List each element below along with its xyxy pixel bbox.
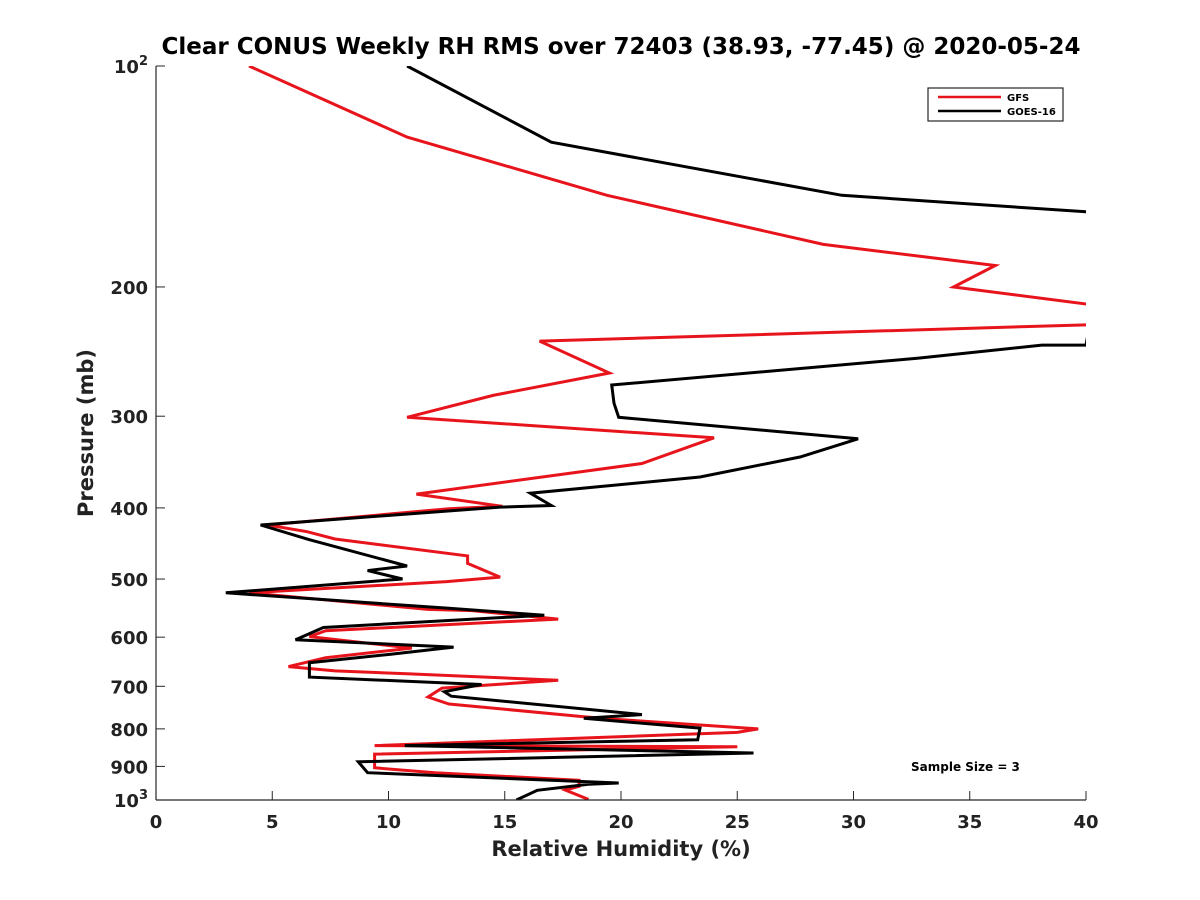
x-tick-label: 30 bbox=[841, 812, 866, 833]
y-axis-label: Pressure (mb) bbox=[74, 349, 98, 517]
y-tick-label: 400 bbox=[110, 499, 148, 520]
x-tick-label: 35 bbox=[957, 812, 982, 833]
x-axis-label: Relative Humidity (%) bbox=[491, 837, 750, 861]
legend-box bbox=[927, 87, 1064, 122]
y-tick-label: 600 bbox=[110, 628, 148, 649]
x-tick-label: 0 bbox=[150, 812, 163, 833]
x-tick-label: 15 bbox=[492, 812, 517, 833]
x-tick-labels: 0 5 10 15 20 25 30 35 40 bbox=[150, 812, 1099, 833]
x-tick-label: 5 bbox=[266, 812, 279, 833]
series-line-gfs bbox=[248, 66, 1086, 800]
y-tick-label: 700 bbox=[110, 677, 148, 698]
axis-ticks bbox=[155, 65, 1087, 801]
legend-label-goes16: GOES-16 bbox=[1007, 107, 1056, 118]
y-tick-label: 900 bbox=[110, 757, 148, 778]
y-tick-label: 300 bbox=[110, 407, 148, 428]
y-tick-label: 800 bbox=[110, 720, 148, 741]
sample-size-annotation: Sample Size = 3 bbox=[911, 760, 1020, 774]
y-tick-labels: 102 200 300 400 500 600 700 800 900 103 bbox=[110, 54, 148, 812]
x-tick-label: 40 bbox=[1073, 812, 1098, 833]
legend: GFS GOES-16 bbox=[927, 87, 1064, 122]
series-line-goes16 bbox=[225, 66, 1086, 800]
x-tick-label: 10 bbox=[376, 812, 401, 833]
y-tick-label: 103 bbox=[114, 788, 148, 812]
chart-title: Clear CONUS Weekly RH RMS over 72403 (38… bbox=[162, 34, 1081, 60]
y-tick-label: 500 bbox=[110, 570, 148, 591]
series-layer bbox=[225, 66, 1086, 800]
y-tick-label: 102 bbox=[114, 54, 148, 78]
legend-label-gfs: GFS bbox=[1007, 93, 1029, 104]
x-tick-label: 20 bbox=[608, 812, 633, 833]
x-tick-label: 25 bbox=[725, 812, 750, 833]
y-tick-label: 200 bbox=[110, 278, 148, 299]
